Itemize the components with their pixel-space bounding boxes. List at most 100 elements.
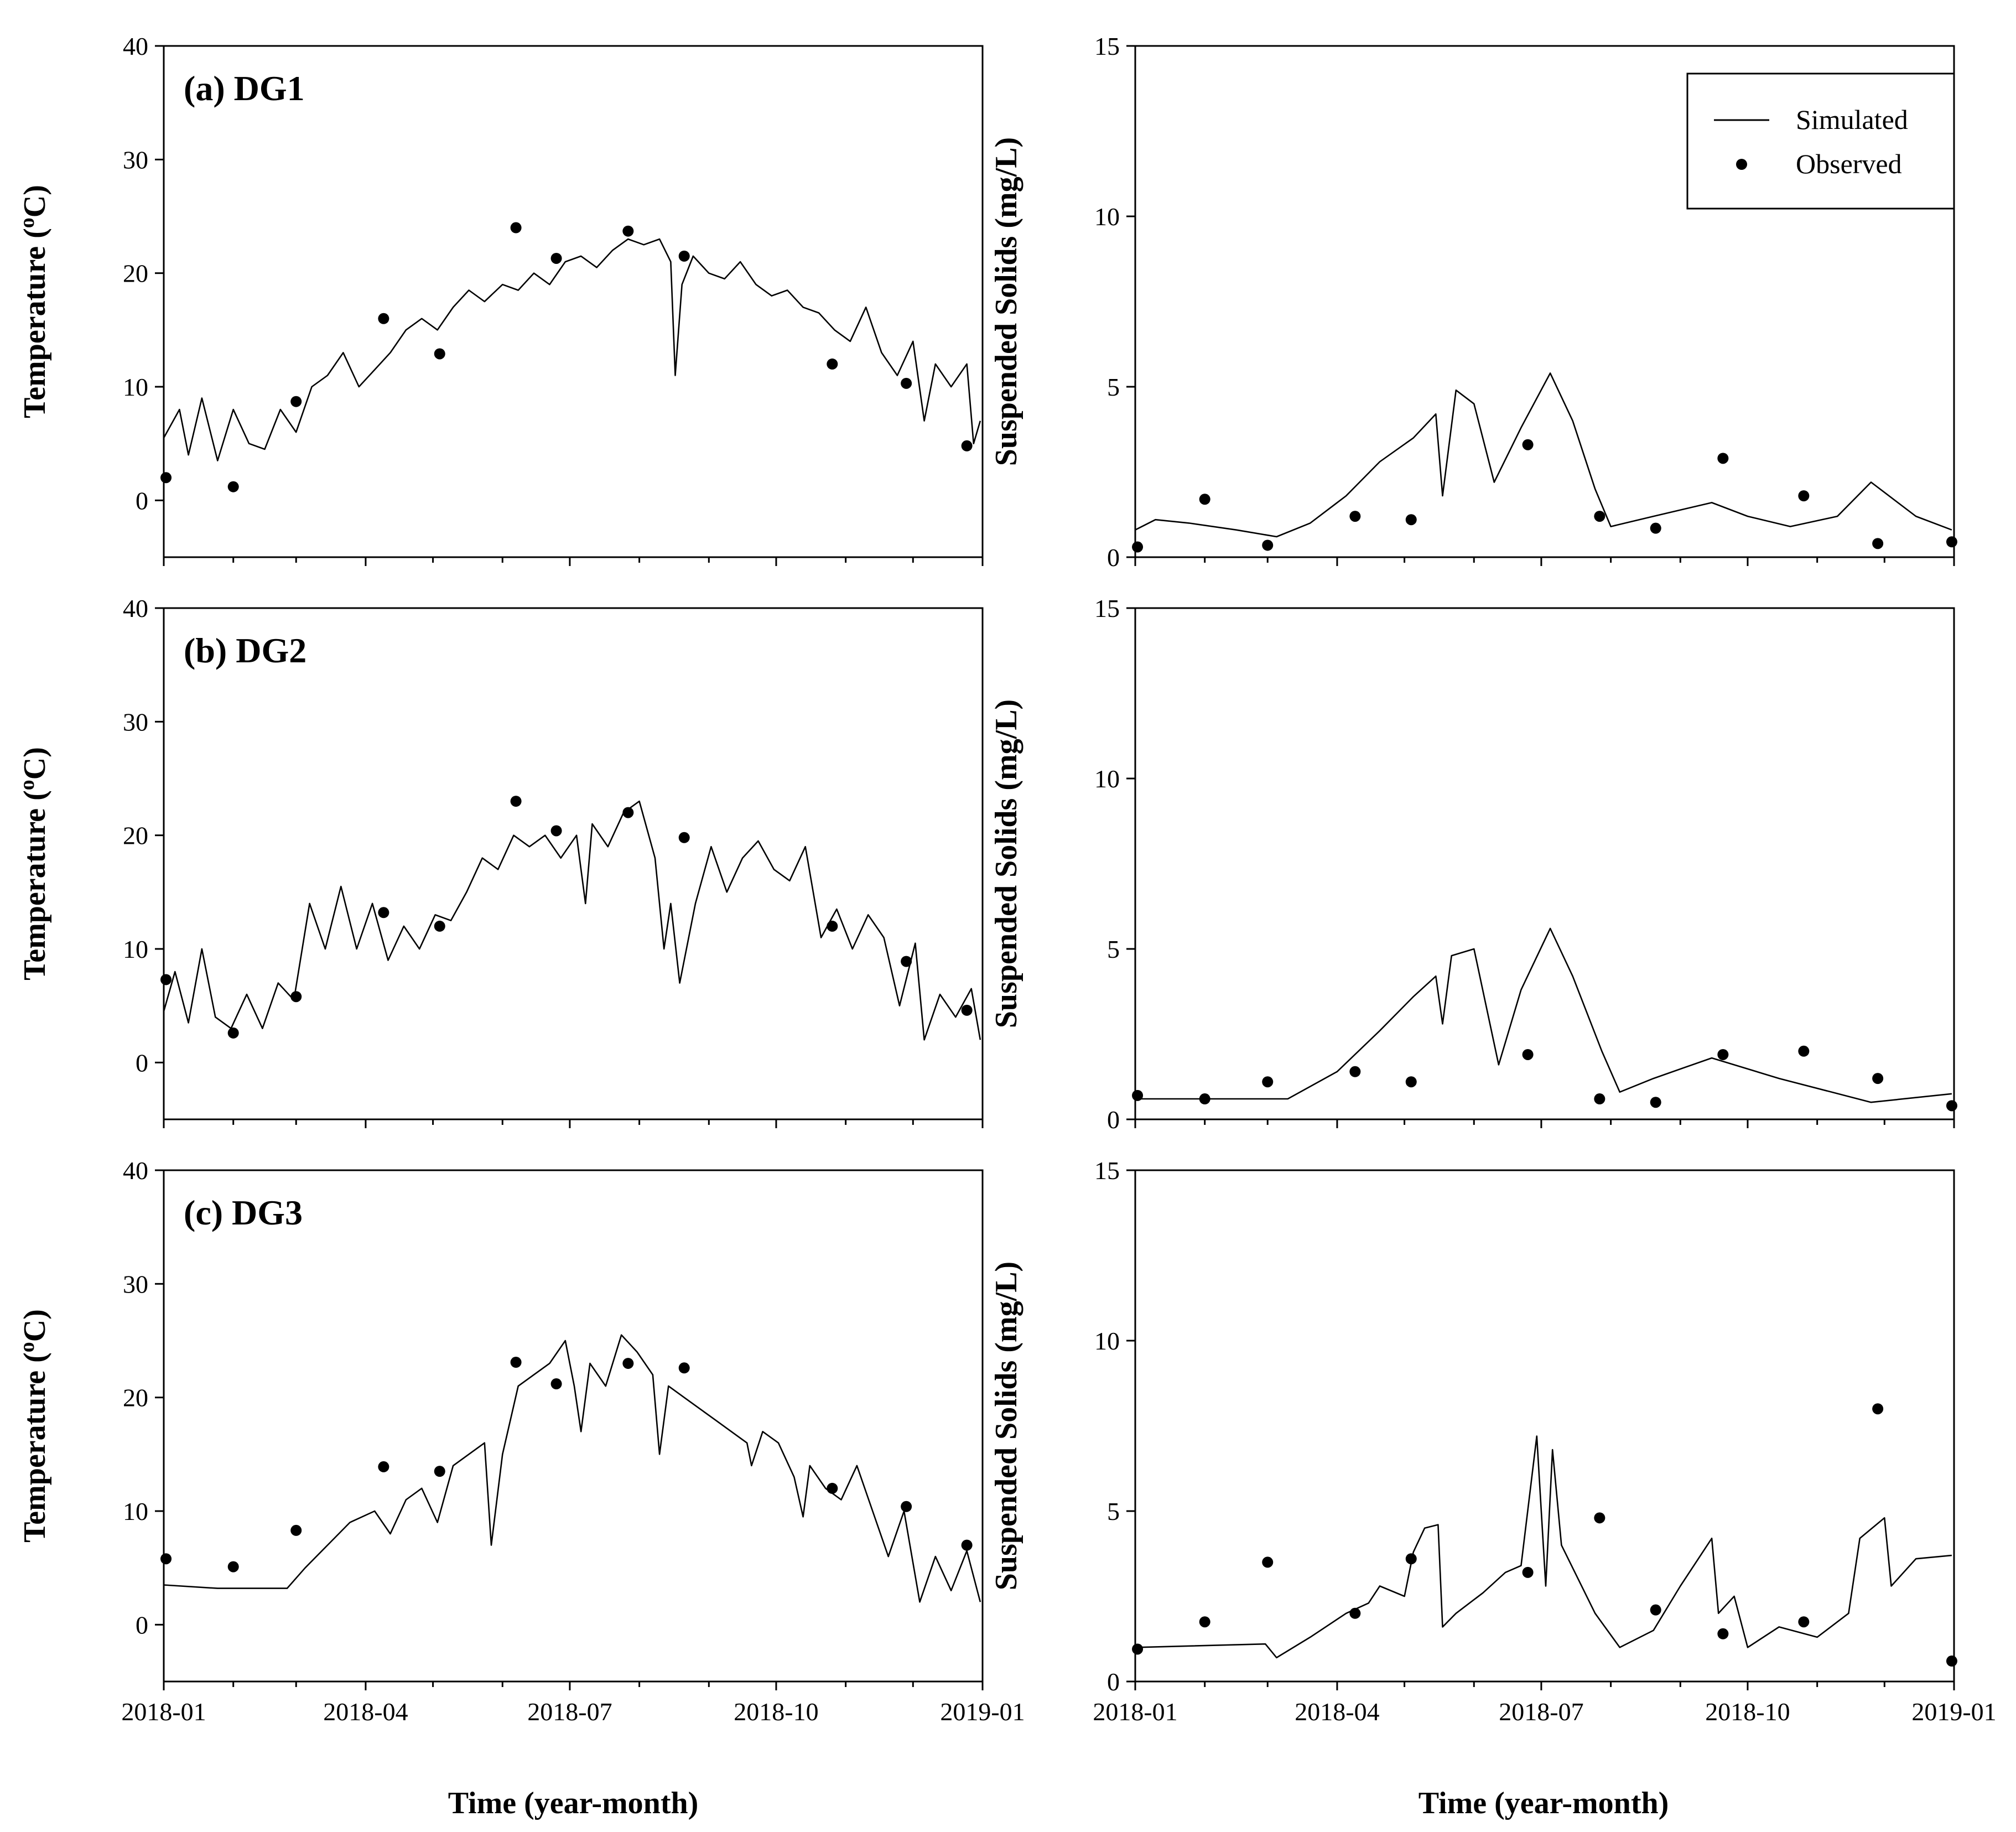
observed-point (160, 974, 172, 985)
observed-point (378, 1461, 389, 1472)
observed-point (1717, 1628, 1729, 1639)
legend-box (1686, 72, 1955, 210)
observed-point (1946, 536, 1957, 548)
observed-point (1405, 1553, 1417, 1565)
panel-title: (c) DG3 (184, 1193, 303, 1232)
legend: Simulated Observed (1686, 72, 1955, 210)
observed-point (434, 348, 445, 360)
simulated-line (1135, 1435, 1952, 1659)
observed-point (1594, 1512, 1605, 1524)
simulated-line (1135, 372, 1952, 538)
observed-point (1522, 439, 1534, 450)
y-axis-label: Temperature (oC) (15, 1309, 52, 1543)
observed-point (1798, 1616, 1810, 1628)
observed-point (622, 807, 634, 818)
observed-point (961, 1539, 973, 1551)
y-axis-label: Suspended Solids (mg/L) (989, 1262, 1023, 1590)
y-tick-label: 30 (123, 146, 148, 174)
observed-point (1798, 490, 1810, 502)
plot-frame (1134, 607, 1955, 1120)
simulated-line (163, 238, 981, 461)
observed-point (1872, 1073, 1884, 1084)
observed-point (290, 991, 302, 1003)
observed-point (678, 832, 690, 843)
observed-point (1594, 1093, 1605, 1105)
observed-point (1717, 1049, 1729, 1060)
observed-point (1349, 511, 1361, 522)
plot-frame (163, 45, 984, 558)
observed-point (622, 1358, 634, 1369)
y-tick-label: 20 (123, 1384, 148, 1412)
x-tick-label: 2019-01 (1911, 1698, 1996, 1726)
observed-point (901, 377, 912, 389)
x-tick-label: 2018-07 (1499, 1698, 1583, 1726)
observed-point (510, 1357, 522, 1368)
y-tick-label: 10 (1094, 765, 1120, 793)
y-tick-label: 0 (136, 1611, 148, 1639)
x-tick-label: 2018-10 (1705, 1698, 1790, 1726)
y-tick-label: 5 (1107, 935, 1120, 963)
observed-point (1798, 1045, 1810, 1057)
simulated-line (1135, 927, 1952, 1103)
observed-point (678, 250, 690, 262)
observed-point (827, 920, 838, 932)
chart-panel-1: 0 10 20 30 40 Temperature (oC) (a) DG1 (15, 32, 984, 566)
y-tick-label: 10 (1094, 203, 1120, 231)
chart-panel-5: 0 10 20 30 40 2018-01 2018-04 2018-07 2018-10 201… (15, 1156, 1025, 1726)
y-tick-label: 15 (1094, 32, 1120, 60)
chart-panel-2: 0 5 10 15 Suspended Solids (mg/L) Simulated Ob… (989, 32, 1957, 572)
observed-point (1132, 1089, 1144, 1101)
bottom-x-axis-label-left: Time (year-month) (448, 1786, 699, 1820)
x-tick-label: 2019-01 (940, 1698, 1025, 1726)
observed-point (290, 396, 302, 407)
panel-title: (b) DG2 (184, 631, 306, 670)
legend-observed-label: Observed (1796, 148, 1902, 179)
y-tick-label: 10 (123, 373, 148, 401)
panel-title: (a) DG1 (184, 69, 305, 108)
y-tick-label: 0 (136, 1049, 148, 1077)
observed-point (678, 1362, 690, 1374)
y-axis-label: Temperature (oC) (15, 185, 52, 418)
observed-point (1262, 539, 1274, 551)
observed-point (227, 1027, 239, 1039)
x-tick-label: 2018-04 (1295, 1698, 1379, 1726)
y-tick-label: 15 (1094, 594, 1120, 622)
observed-point (1717, 453, 1729, 464)
observed-point (1946, 1100, 1957, 1112)
observed-point (378, 907, 389, 918)
x-tick-label: 2018-10 (734, 1698, 818, 1726)
observed-point (1199, 1616, 1210, 1628)
y-tick-label: 10 (1094, 1327, 1120, 1355)
observed-point (961, 440, 973, 451)
observed-point (1522, 1049, 1534, 1060)
observed-point (1405, 1076, 1417, 1088)
plot-frame (1134, 45, 1955, 558)
legend-observed-marker (1736, 159, 1747, 170)
observed-point (1946, 1655, 1957, 1667)
observed-point (1872, 1403, 1884, 1415)
simulated-line (163, 1334, 981, 1603)
observed-point (160, 472, 172, 484)
y-tick-label: 0 (1107, 1106, 1120, 1134)
y-tick-label: 30 (123, 708, 148, 736)
observed-point (160, 1553, 172, 1565)
y-axis-label: Temperature (oC) (15, 747, 52, 980)
observed-point (1262, 1556, 1274, 1568)
x-tick-label: 2018-07 (527, 1698, 612, 1726)
observed-point (434, 920, 445, 932)
observed-point (1262, 1076, 1274, 1088)
observed-point (961, 1004, 973, 1016)
observed-point (901, 1501, 912, 1512)
y-tick-label: 0 (1107, 543, 1120, 572)
observed-point (1199, 494, 1210, 505)
panels: 0 10 20 30 40 Temperature (oC) (a) DG1 0 5 10 15 Su… (15, 32, 1997, 1726)
observed-point (901, 956, 912, 967)
observed-point (1872, 538, 1884, 549)
x-tick-label: 2018-04 (323, 1698, 408, 1726)
observed-point (378, 313, 389, 324)
observed-point (550, 252, 562, 264)
bottom-x-axis-label-right: Time (year-month) (1419, 1786, 1669, 1820)
observed-point (227, 481, 239, 492)
